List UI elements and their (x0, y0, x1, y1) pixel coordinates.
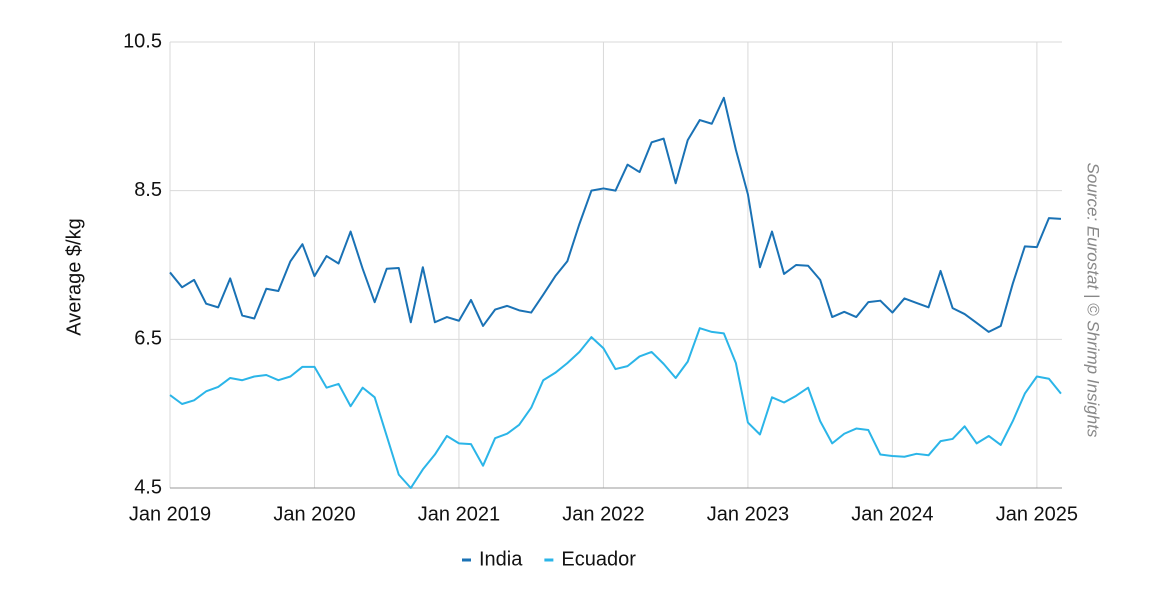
legend-label: Ecuador (561, 548, 636, 570)
y-tick-label: 6.5 (134, 328, 162, 350)
series-line (169, 96, 1062, 333)
series-line (169, 327, 1062, 489)
y-axis-label: Average $/kg (63, 218, 85, 336)
x-tick-label: Jan 2025 (996, 503, 1078, 525)
x-tick-label: Jan 2022 (562, 503, 644, 525)
x-tick-label: Jan 2020 (273, 503, 355, 525)
x-tick-label: Jan 2023 (707, 503, 789, 525)
x-tick-label: Jan 2019 (129, 503, 211, 525)
source-note: Source: Eurostat | © Shrimp Insights (1084, 163, 1103, 438)
x-tick-label: Jan 2024 (851, 503, 933, 525)
legend-label: India (479, 548, 523, 570)
y-tick-label: 10.5 (123, 30, 162, 52)
x-tick-label: Jan 2021 (418, 503, 500, 525)
y-tick-label: 4.5 (134, 476, 162, 498)
y-tick-label: 8.5 (134, 179, 162, 201)
